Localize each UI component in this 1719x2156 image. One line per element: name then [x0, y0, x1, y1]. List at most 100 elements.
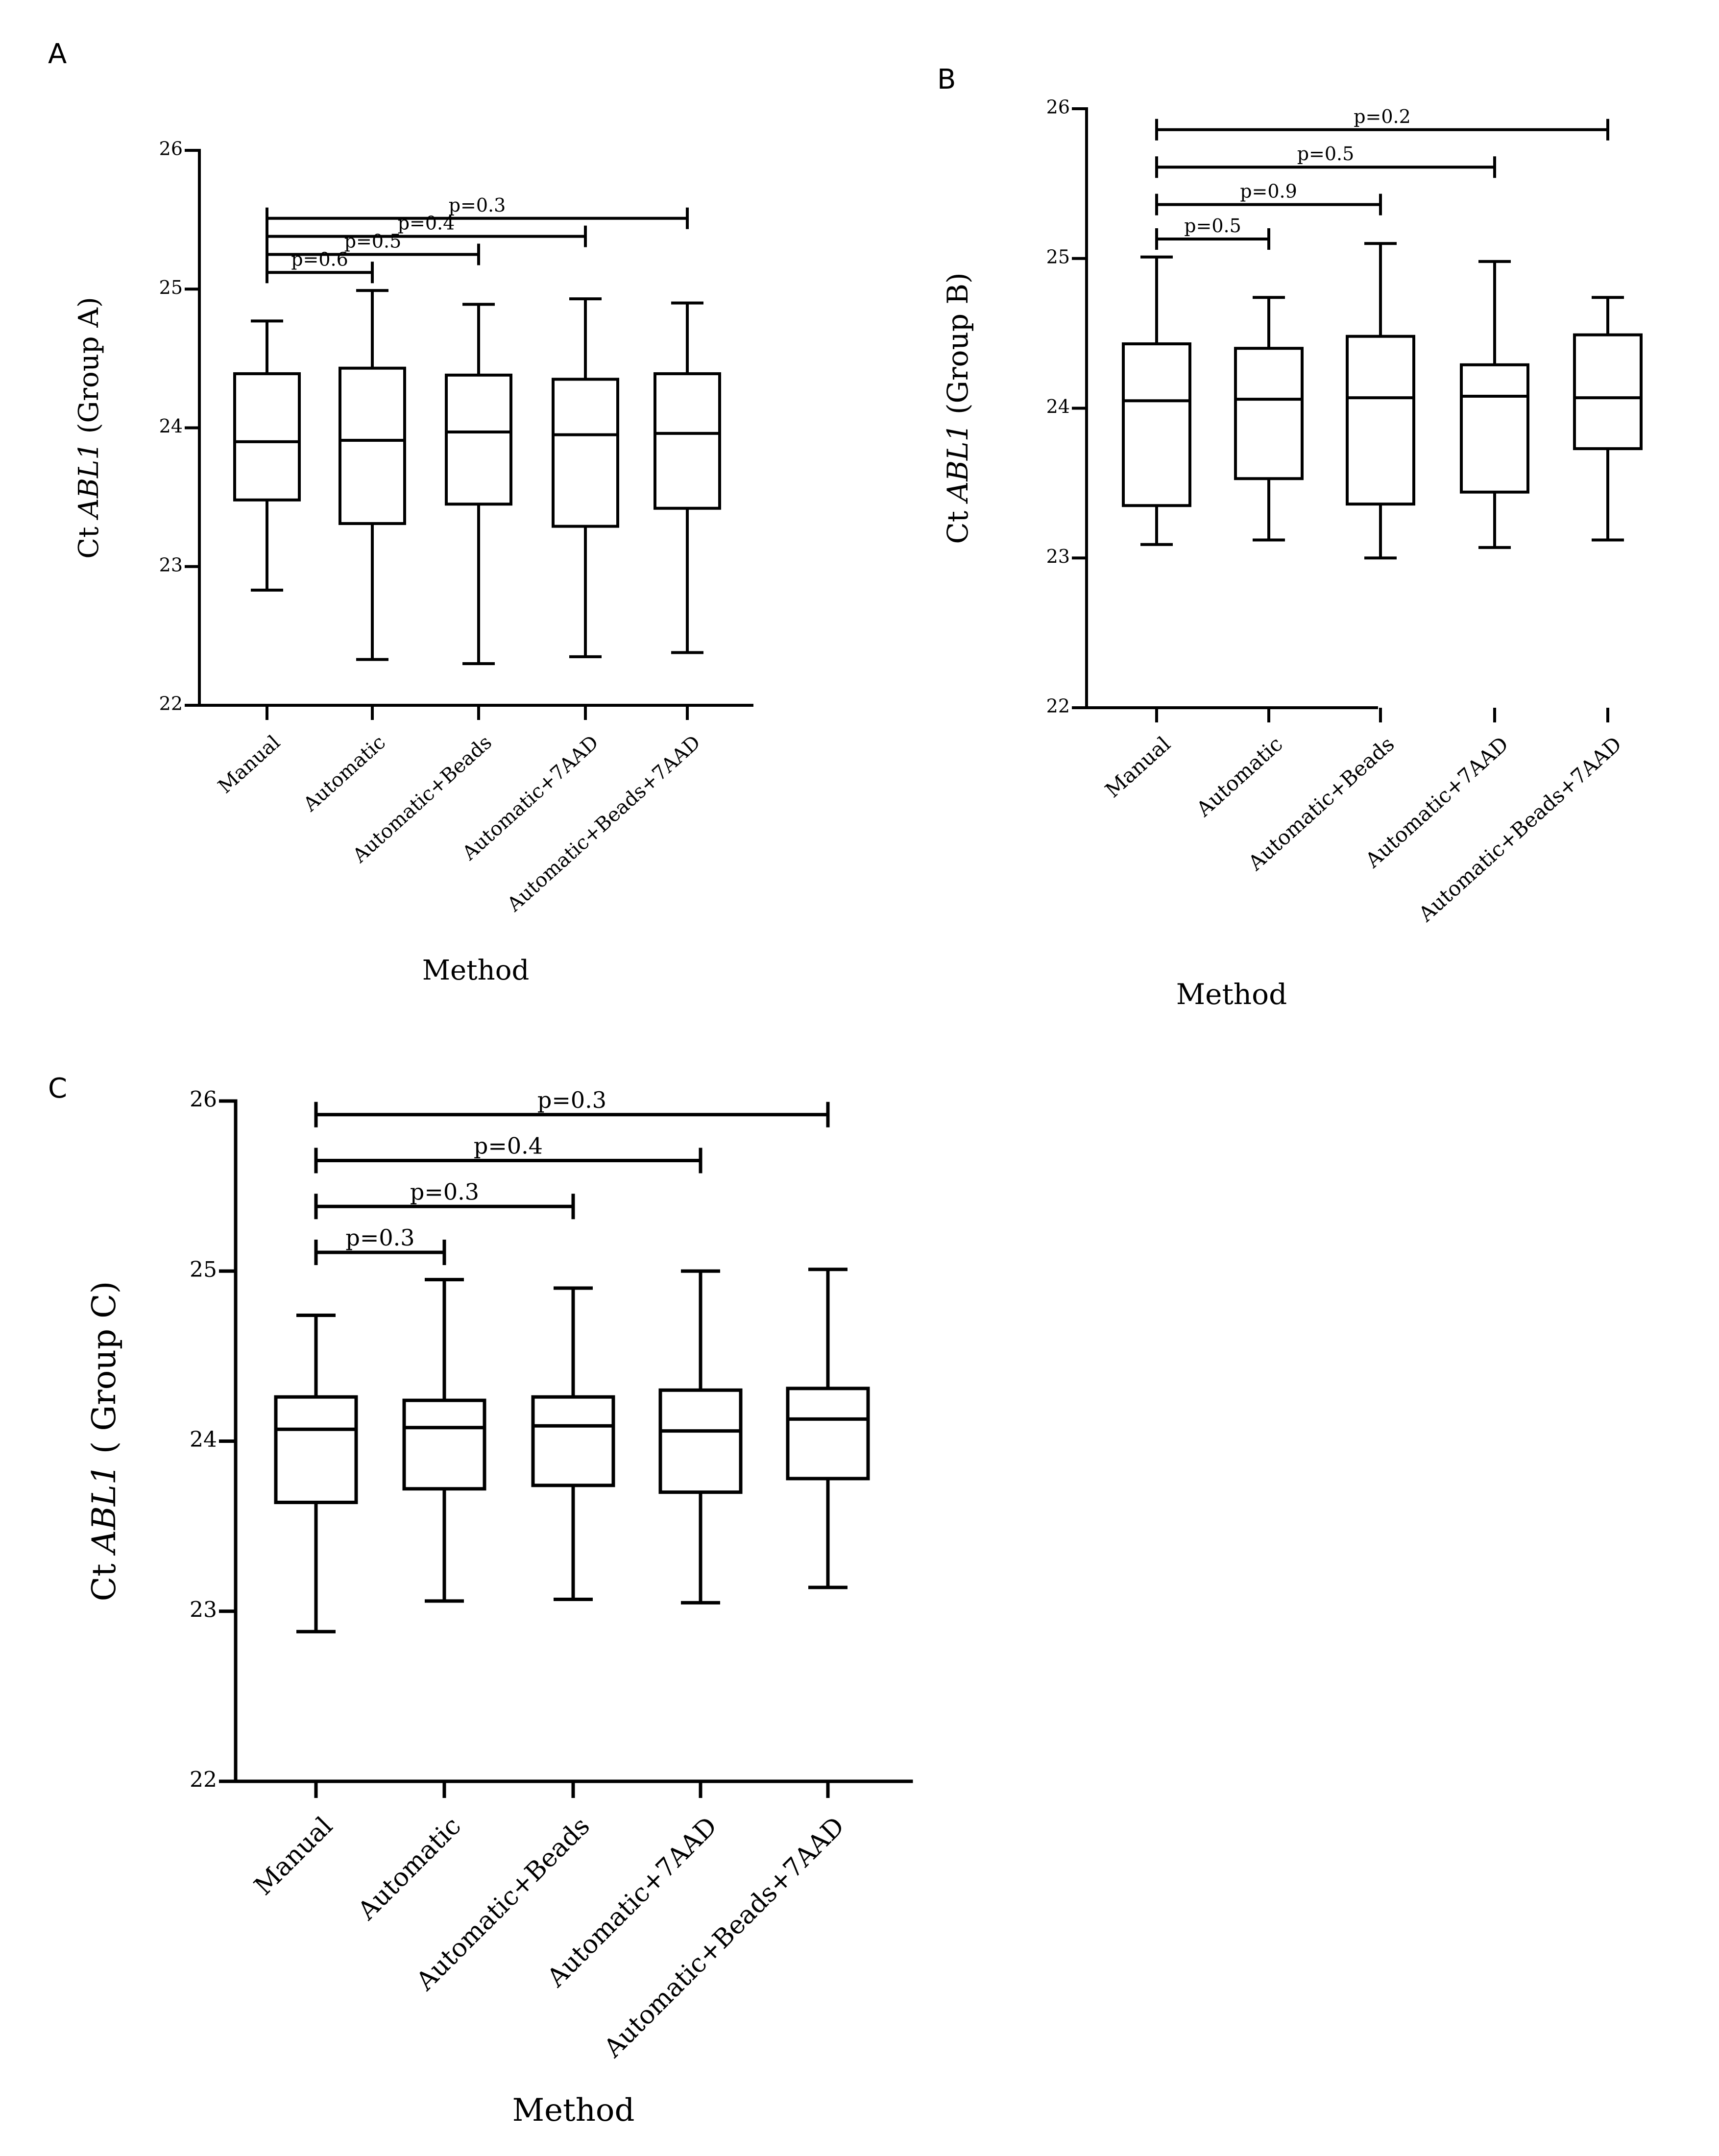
panel-b: B 22 23 24 25 26 Manual Automatic Automatic+Bead…: [937, 64, 1643, 1011]
iqr-box: [1122, 342, 1191, 507]
box-automatic-beads: [445, 303, 512, 666]
significance-bracket: p=0.5: [1155, 143, 1496, 178]
panel-label: B: [937, 64, 956, 96]
p-value-label: p=0.9: [1240, 181, 1297, 202]
y-axis-title-prefix: Ct: [85, 1553, 123, 1601]
significance-bracket: p=0.9: [1155, 181, 1382, 216]
iqr-box: [531, 1395, 615, 1487]
iqr-box: [402, 1398, 486, 1491]
y-axis-title: Ct ABL1 (Group A): [73, 297, 105, 558]
y-tick-label: 22: [159, 693, 183, 715]
x-tick-label: Automatic: [352, 1811, 467, 1926]
panel-c: C 22 23 24 25 26 Manual Automatic Automatic+Bead…: [48, 1073, 913, 2129]
x-tick-label: Automatic+Beads+7AAD: [503, 731, 705, 916]
significance-bracket: p=0.6: [266, 248, 374, 284]
panel-label: C: [48, 1073, 67, 1104]
x-tick-label: Manual: [1100, 732, 1175, 802]
y-tick-label: 25: [159, 277, 183, 298]
p-value-label: p=0.3: [410, 1178, 479, 1205]
x-tick-label: Manual: [249, 1811, 339, 1901]
iqr-box: [658, 1388, 743, 1494]
significance-bracket: p=0.3: [314, 1224, 446, 1266]
box-automatic-beads-7aad: [1573, 296, 1643, 542]
iqr-box: [274, 1395, 358, 1505]
iqr-box: [233, 372, 301, 502]
box-manual: [274, 1314, 358, 1633]
y-tick-label: 23: [159, 554, 183, 575]
y-axis-title-suffix: (Group A): [73, 297, 105, 442]
y-tick-label: 23: [1046, 546, 1070, 567]
x-axis-title: Method: [1176, 978, 1287, 1011]
y-tick-label: 26: [1046, 96, 1070, 118]
x-axis-title: Method: [512, 2092, 635, 2129]
iqr-box: [445, 373, 512, 506]
box-automatic-7aad: [658, 1269, 743, 1605]
y-axis-title-prefix: Ct: [941, 502, 974, 544]
p-value-label: p=0.3: [345, 1224, 414, 1251]
y-axis-title-gene: ABL1: [73, 442, 105, 520]
y-tick-label: 26: [159, 138, 183, 160]
y-axis-title: Ct ABL1 (Group B): [941, 272, 974, 544]
box-automatic-beads-7aad: [654, 301, 721, 654]
x-tick-label: Automatic: [299, 731, 390, 816]
box-automatic-7aad: [1460, 260, 1529, 549]
box-automatic: [402, 1278, 486, 1603]
significance-bracket: p=0.4: [314, 1133, 702, 1174]
iqr-box: [654, 372, 721, 510]
significance-bracket: p=0.5: [266, 230, 480, 265]
iqr-box: [786, 1387, 870, 1481]
significance-bracket: p=0.3: [314, 1087, 830, 1127]
p-value-label: p=0.4: [398, 213, 455, 234]
p-value-label: p=0.5: [1297, 143, 1355, 165]
x-tick-label: Automatic+Beads+7AAD: [1414, 732, 1626, 927]
box-automatic: [339, 289, 406, 661]
x-tick-label: Manual: [214, 731, 285, 798]
box-automatic-7aad: [552, 297, 619, 658]
p-value-label: p=0.4: [474, 1133, 543, 1159]
p-value-label: p=0.3: [449, 194, 506, 216]
y-axis-title-gene: ABL1: [85, 1464, 123, 1556]
box-automatic-beads: [1346, 242, 1415, 560]
p-value-label: p=0.2: [1354, 106, 1411, 127]
iqr-box: [1346, 335, 1415, 506]
box-automatic-beads: [531, 1286, 615, 1601]
y-axis-title-suffix: ( Group C): [85, 1281, 123, 1464]
panel-a: A 22 23 24 25 26 Manual Automatic Automatic+Bead…: [48, 38, 753, 986]
significance-bracket: p=0.3: [314, 1178, 575, 1220]
y-tick-label: 26: [190, 1087, 217, 1112]
box-automatic-beads-7aad: [786, 1268, 870, 1589]
p-value-label: p=0.3: [537, 1087, 606, 1113]
y-tick-label: 25: [1046, 246, 1070, 267]
significance-bracket: p=0.5: [1155, 215, 1270, 250]
panel-label: A: [48, 38, 67, 70]
box-manual: [1122, 255, 1191, 546]
y-tick-label: 22: [1046, 695, 1070, 717]
x-tick-label: Automatic: [1191, 732, 1287, 821]
y-axis-title-gene: ABL1: [941, 424, 974, 504]
y-tick-label: 24: [1046, 396, 1070, 417]
significance-bracket: p=0.3: [266, 194, 689, 229]
iqr-box: [339, 366, 406, 525]
x-tick-label: Automatic+Beads+7AAD: [598, 1811, 850, 2063]
x-axis-title: Method: [422, 955, 530, 986]
y-axis-title-prefix: Ct: [73, 518, 105, 559]
p-value-label: p=0.5: [344, 230, 402, 252]
y-tick-label: 23: [190, 1597, 217, 1622]
y-tick-label: 24: [159, 415, 183, 437]
y-tick-label: 22: [190, 1768, 217, 1793]
p-value-label: p=0.6: [291, 248, 348, 270]
significance-bracket: p=0.2: [1155, 106, 1609, 141]
box-manual: [233, 319, 301, 592]
p-value-label: p=0.5: [1184, 215, 1241, 237]
box-automatic: [1234, 296, 1304, 542]
iqr-box: [1573, 333, 1643, 451]
y-tick-label: 25: [190, 1257, 217, 1282]
y-axis-title: Ct ABL1 ( Group C): [85, 1281, 123, 1602]
iqr-box: [1460, 363, 1529, 494]
significance-bracket: p=0.4: [266, 213, 587, 247]
y-tick-label: 24: [190, 1427, 217, 1452]
iqr-box: [552, 378, 619, 528]
y-axis-title-suffix: (Group B): [941, 272, 974, 423]
iqr-box: [1234, 347, 1304, 480]
